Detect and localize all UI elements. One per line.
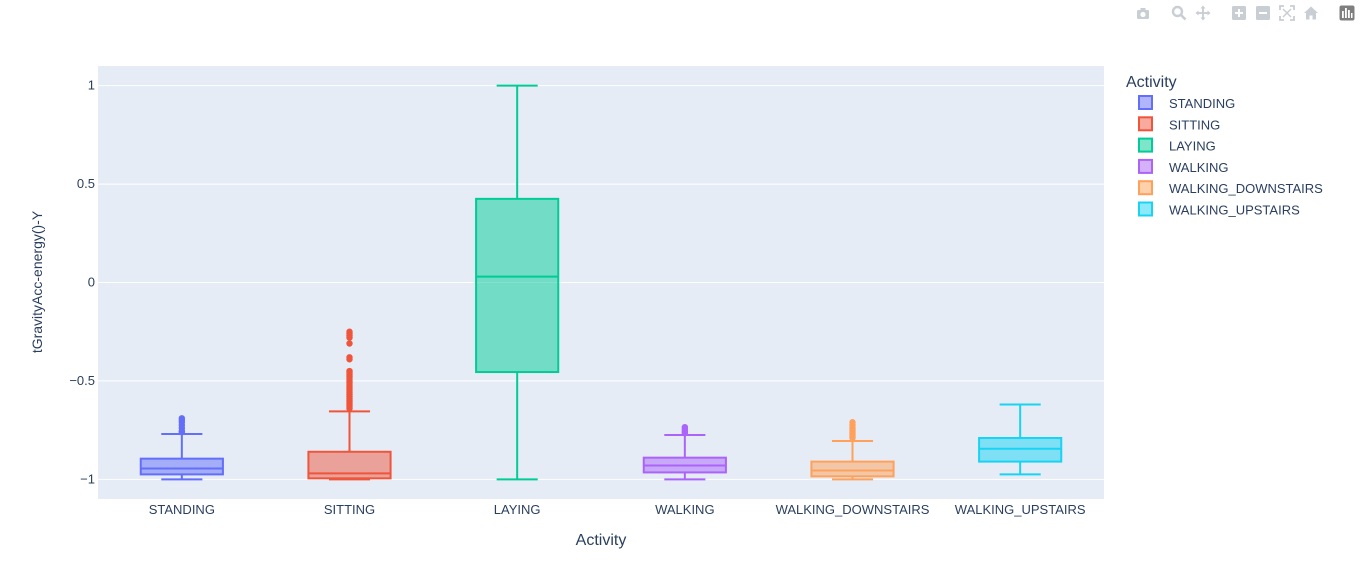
legend-swatch — [1138, 137, 1153, 153]
grid-lines — [98, 85, 1104, 480]
outlier-point — [849, 434, 856, 442]
box-iqr — [475, 197, 560, 374]
x-tick-label: STANDING — [149, 502, 215, 517]
zoom-out-icon[interactable] — [1253, 3, 1273, 23]
autoscale-icon[interactable] — [1277, 3, 1297, 23]
x-tick-label: SITTING — [324, 502, 375, 517]
camera-icon[interactable] — [1133, 3, 1153, 23]
legend-item[interactable]: WALKING_DOWNSTAIRS — [1138, 180, 1323, 196]
legend: Activity STANDING SITTING LAYING WALKING WAL… — [1126, 74, 1323, 218]
legend-swatch — [1138, 116, 1153, 132]
outlier-point — [346, 405, 353, 412]
legend-item[interactable]: SITTING — [1138, 116, 1220, 132]
outlier-point — [346, 334, 353, 341]
outlier-point — [346, 356, 353, 363]
y-tick-label: 0.5 — [77, 176, 95, 191]
legend-title: Activity — [1126, 74, 1177, 91]
y-tick-label: −1 — [80, 471, 95, 486]
home-icon[interactable] — [1301, 3, 1321, 23]
legend-label: SITTING — [1169, 117, 1220, 132]
legend-item[interactable]: WALKING_UPSTAIRS — [1138, 201, 1300, 218]
box-trace[interactable] — [810, 419, 895, 481]
legend-item[interactable]: WALKING — [1138, 158, 1228, 175]
legend-item[interactable]: LAYING — [1138, 137, 1216, 154]
y-tick-label: 1 — [88, 78, 95, 93]
legend-label: WALKING — [1169, 160, 1228, 175]
legend-label: STANDING — [1169, 96, 1235, 111]
legend-label: LAYING — [1169, 139, 1216, 154]
x-tick-labels: STANDING SITTING LAYING WALKING WALKING_DOWN… — [149, 502, 1086, 517]
y-axis-title: tGravityAcc-energy()-Y — [29, 210, 45, 353]
plotly-logo-icon[interactable] — [1337, 3, 1357, 23]
legend-item[interactable]: STANDING — [1138, 95, 1235, 111]
legend-label: WALKING_UPSTAIRS — [1169, 203, 1300, 218]
modebar — [1133, 2, 1357, 24]
legend-swatch — [1138, 180, 1153, 196]
legend-swatch — [1138, 95, 1153, 110]
box-iqr — [139, 457, 224, 476]
x-tick-label: WALKING — [655, 502, 714, 517]
box-trace[interactable] — [978, 403, 1063, 476]
box-traces — [139, 84, 1063, 481]
box-iqr — [810, 460, 895, 478]
pan-icon[interactable] — [1193, 3, 1213, 23]
box-trace[interactable] — [475, 84, 560, 481]
zoom-in-icon[interactable] — [1229, 3, 1249, 23]
legend-label: WALKING_DOWNSTAIRS — [1169, 181, 1323, 196]
outlier-point — [178, 428, 186, 436]
x-tick-label: WALKING_DOWNSTAIRS — [776, 502, 930, 517]
x-tick-label: WALKING_UPSTAIRS — [955, 502, 1086, 517]
legend-swatch — [1138, 158, 1153, 174]
zoom-icon[interactable] — [1169, 3, 1189, 23]
y-tick-labels: 1 0.5 0 −0.5 −1 — [69, 78, 95, 487]
box-trace[interactable] — [307, 328, 392, 481]
box-trace[interactable] — [642, 423, 727, 481]
box-trace[interactable] — [139, 415, 224, 481]
y-tick-label: −0.5 — [69, 373, 95, 388]
outlier-point — [681, 429, 689, 437]
y-tick-label: 0 — [88, 275, 95, 290]
legend-swatch — [1138, 201, 1153, 217]
x-axis-title: Activity — [576, 532, 627, 549]
x-tick-label: LAYING — [494, 502, 541, 517]
outlier-point — [346, 340, 353, 347]
